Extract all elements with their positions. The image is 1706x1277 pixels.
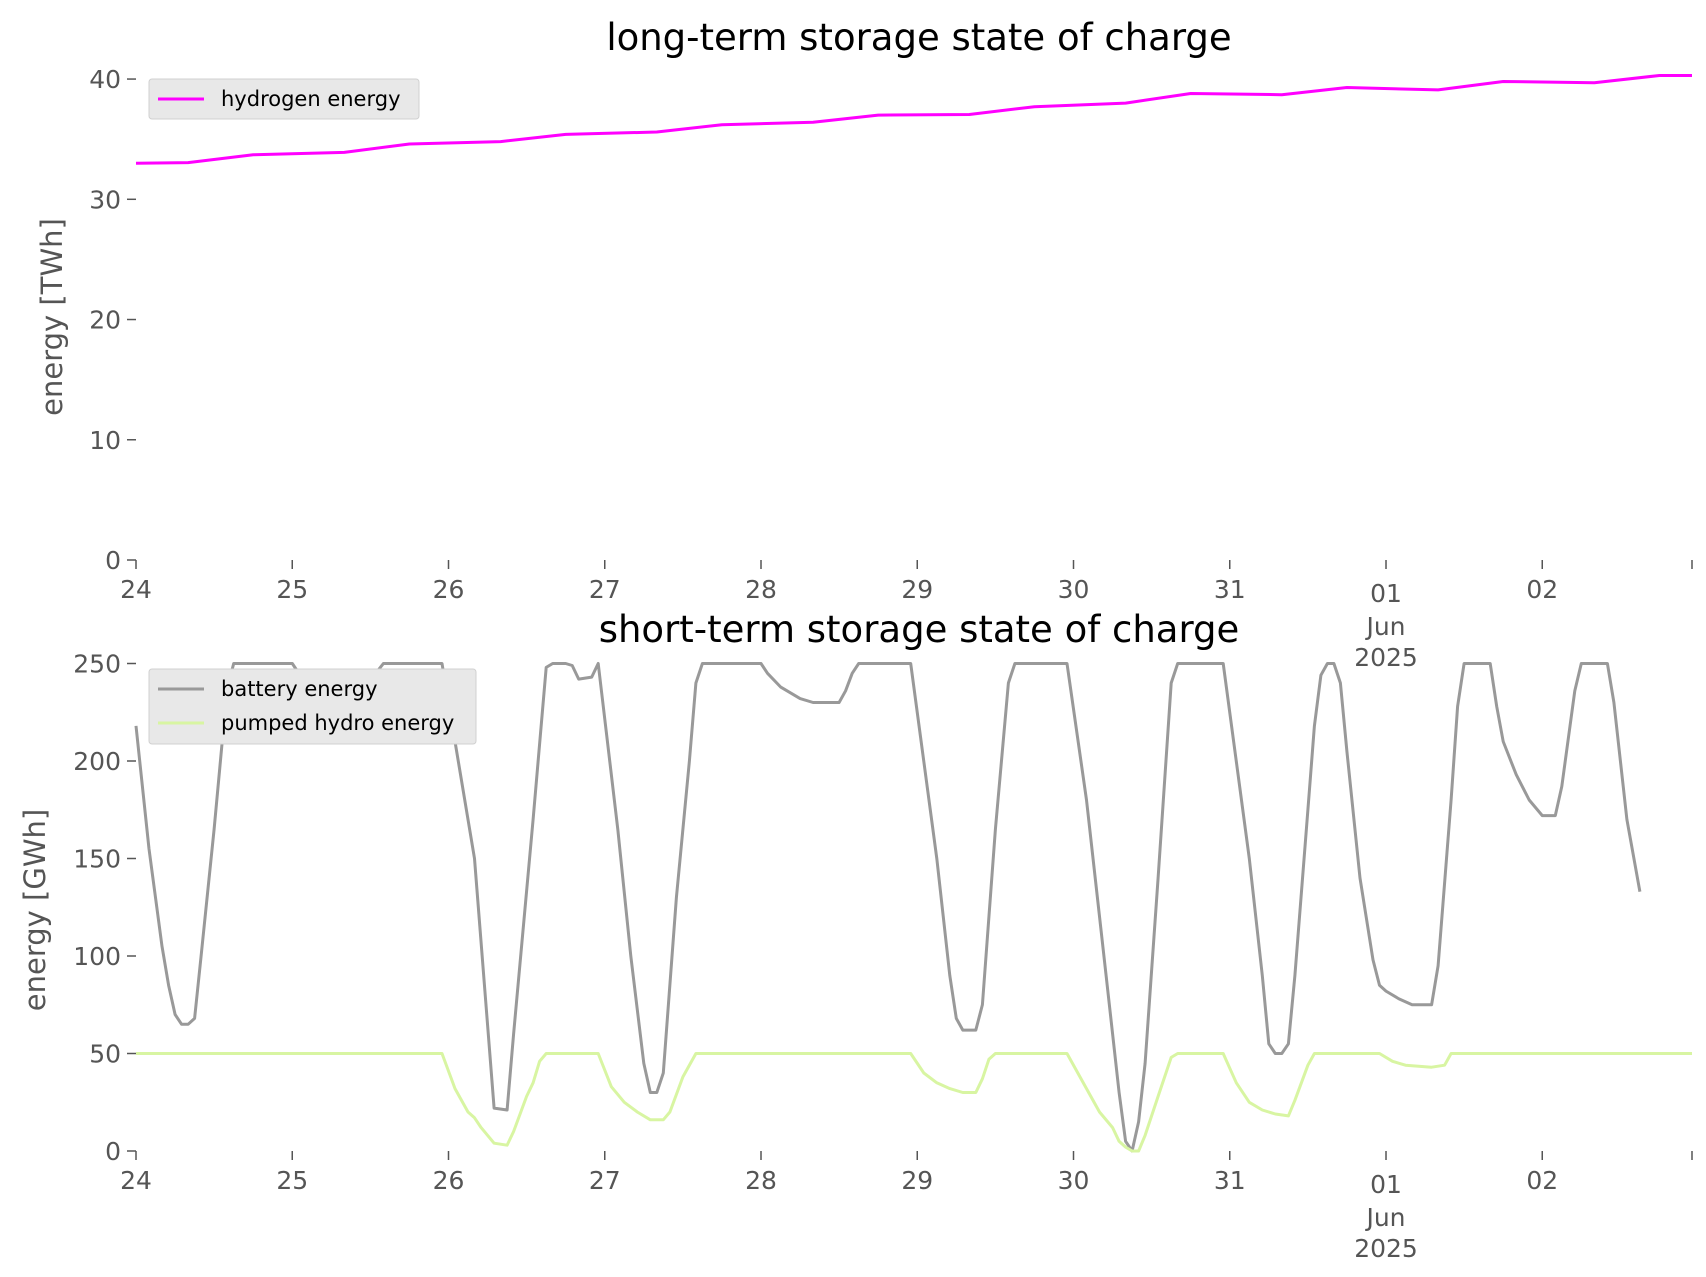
chart-title: short-term storage state of charge [599, 608, 1240, 651]
series-layer [134, 662, 1692, 1153]
x-tick-sublabel-month: Jun [1364, 612, 1405, 641]
y-tick-label: 30 [89, 185, 121, 214]
x-tick-label: 30 [1058, 1166, 1090, 1195]
x-tick-label: 01 [1370, 1170, 1402, 1199]
legend-box [148, 78, 420, 120]
x-tick-label: 27 [589, 575, 621, 604]
x-tick-label: 24 [120, 575, 152, 604]
y-tick-label: 10 [89, 426, 121, 455]
x-tick-label: 28 [745, 575, 777, 604]
y-axis: 0 10 20 30 40 [89, 65, 136, 575]
x-tick-label: 26 [433, 1166, 465, 1195]
x-tick-label: 25 [276, 575, 308, 604]
y-tick-label: 100 [73, 942, 121, 971]
series-layer [135, 74, 1692, 165]
x-tick-label: 28 [745, 1166, 777, 1195]
y-tick-label: 0 [105, 546, 121, 575]
x-tick-label: 02 [1526, 575, 1558, 604]
series-line [135, 74, 1692, 165]
legend: battery energy pumped hydro energy [148, 668, 477, 745]
x-tick-label: 02 [1526, 1166, 1558, 1195]
x-tick-label: 29 [901, 1166, 933, 1195]
short-term-storage-panel: short-term storage state of charge energ… [18, 608, 1693, 1263]
series-line [136, 1052, 1692, 1153]
y-tick-label: 50 [89, 1040, 121, 1069]
legend: hydrogen energy [148, 78, 420, 120]
x-tick-label: 31 [1214, 1166, 1246, 1195]
y-tick-label: 0 [105, 1137, 121, 1166]
y-tick-label: 250 [73, 650, 121, 679]
x-tick-label: 24 [120, 1166, 152, 1195]
x-tick-sublabel-month: Jun [1364, 1203, 1405, 1232]
series-line [134, 662, 1642, 1153]
y-tick-label: 40 [89, 65, 121, 94]
x-tick-label: 31 [1214, 575, 1246, 604]
y-tick-label: 200 [73, 747, 121, 776]
x-tick-label: 25 [276, 1166, 308, 1195]
x-tick-sublabel-year: 2025 [1354, 1234, 1418, 1263]
x-tick-sublabel-year: 2025 [1354, 643, 1418, 672]
legend-label: hydrogen energy [221, 87, 401, 111]
y-axis-label: energy [TWh] [35, 218, 69, 416]
long-term-storage-panel: long-term storage state of charge energy… [35, 16, 1693, 672]
legend-label: battery energy [221, 677, 378, 701]
legend-label: pumped hydro energy [221, 711, 454, 735]
x-tick-label: 29 [901, 575, 933, 604]
y-axis: 0 50 100 150 200 250 [73, 650, 136, 1166]
x-tick-label: 26 [433, 575, 465, 604]
x-tick-label: 27 [589, 1166, 621, 1195]
y-tick-label: 20 [89, 306, 121, 335]
x-tick-label: 30 [1058, 575, 1090, 604]
legend-box [148, 668, 477, 745]
x-tick-label: 01 [1370, 579, 1402, 608]
y-axis-label: energy [GWh] [18, 809, 52, 1011]
chart-title: long-term storage state of charge [606, 16, 1231, 59]
y-tick-label: 150 [73, 845, 121, 874]
